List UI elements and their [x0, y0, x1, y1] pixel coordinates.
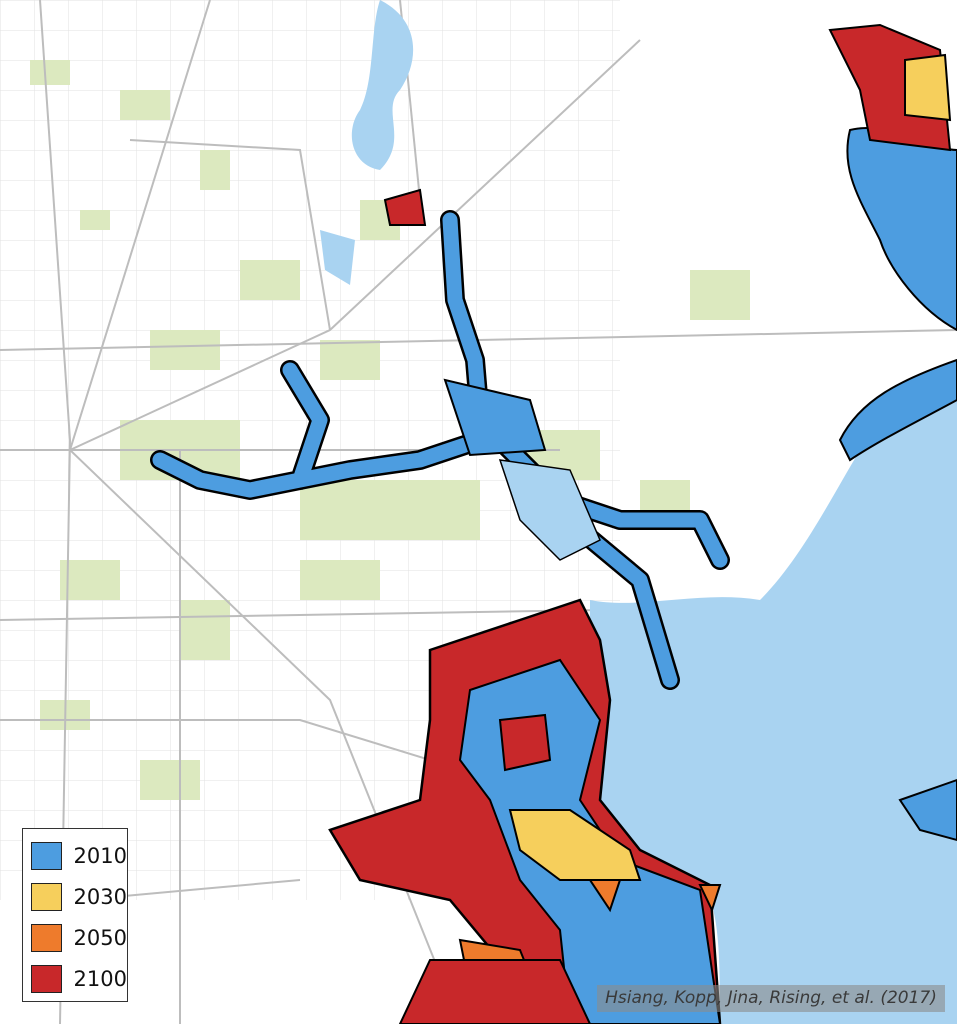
- flood-2100: [383, 188, 427, 226]
- flood-2010: [838, 358, 957, 462]
- attribution: Hsiang, Kopp, Jina, Rising, et al. (2017…: [597, 985, 945, 1012]
- flood-2050: [588, 879, 722, 913]
- flood-2030: [508, 809, 642, 881]
- legend-swatch: [31, 923, 62, 952]
- legend-item: 2030: [31, 876, 127, 917]
- flood-2100: [398, 959, 592, 1024]
- flood-2030: [904, 53, 952, 122]
- legend-label: 2100: [73, 966, 127, 991]
- bay: [589, 400, 957, 1024]
- flood-2010: [498, 459, 601, 561]
- legend-swatch: [31, 964, 62, 993]
- legend-item: 2010: [31, 835, 127, 876]
- flood-2010: [898, 778, 957, 842]
- flood-2010: [443, 378, 547, 457]
- lake: [320, 230, 355, 285]
- legend-swatch: [31, 841, 62, 870]
- legend-item: 2050: [31, 917, 127, 958]
- legend-item: 2100: [31, 958, 127, 999]
- legend-label: 2010: [73, 843, 127, 868]
- flood-2100: [498, 713, 552, 772]
- legend-swatch: [31, 882, 62, 911]
- legend: 2010 2030 2050 2100: [22, 828, 128, 1002]
- flood-2100: [828, 23, 952, 152]
- reservoir: [351, 0, 414, 170]
- legend-label: 2050: [73, 925, 127, 950]
- legend-label: 2030: [73, 884, 127, 909]
